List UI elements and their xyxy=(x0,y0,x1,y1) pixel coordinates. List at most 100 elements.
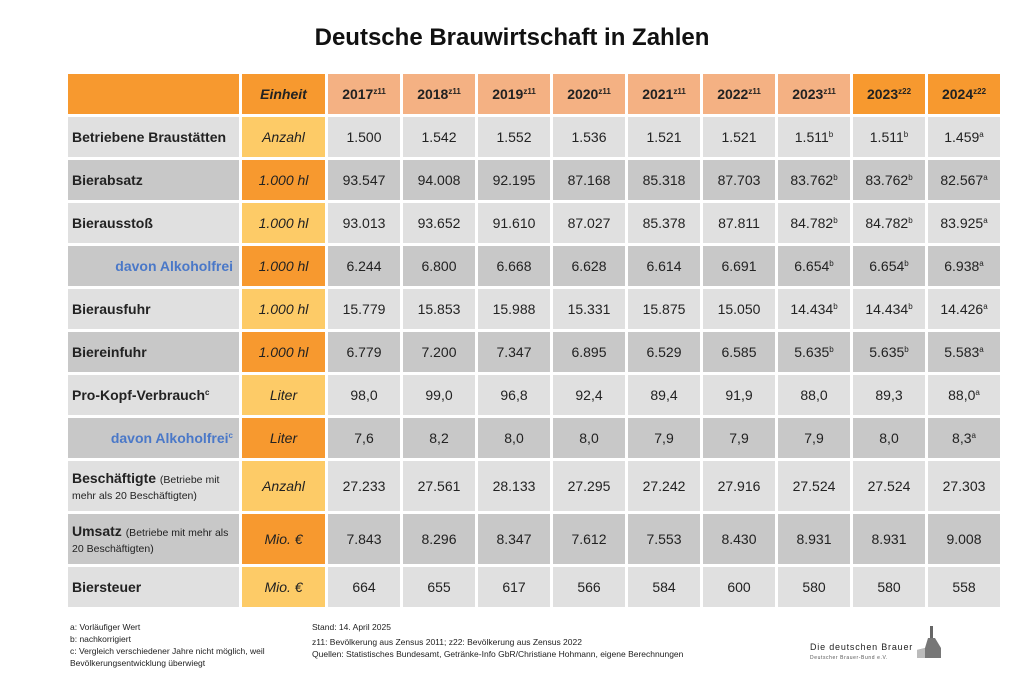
value: 1.542 xyxy=(421,129,457,145)
value-cell: 93.547 xyxy=(328,160,400,200)
value-cell: 580 xyxy=(778,567,850,607)
value-cell: 27.524 xyxy=(778,461,850,511)
footnote-marker: b xyxy=(908,216,913,225)
value: 664 xyxy=(352,579,376,595)
year-label: 2023 xyxy=(866,86,899,102)
row-label: Bierabsatz xyxy=(68,160,239,200)
value-cell: 96,8 xyxy=(478,375,550,415)
table-row: Umsatz (Betriebe mit mehr als 20 Beschäf… xyxy=(68,514,1000,564)
row-label-note: (Betriebe mit mehr als 20 Beschäftigten) xyxy=(72,527,229,555)
value: 5.583 xyxy=(944,344,980,360)
value: 27.295 xyxy=(567,478,611,494)
value: 7,9 xyxy=(729,430,749,446)
footnote-marker: b xyxy=(904,259,909,268)
value-cell: 88,0 xyxy=(778,375,850,415)
header-year: 2023z22 xyxy=(853,74,925,114)
row-unit: Liter xyxy=(242,418,325,458)
row-unit: Mio. € xyxy=(242,567,325,607)
value-cell: 7.843 xyxy=(328,514,400,564)
year-census-marker: z22 xyxy=(898,87,912,96)
value: 6.585 xyxy=(721,344,757,360)
year-label: 2023 xyxy=(792,86,824,102)
table-row: Betriebene Braustätten Anzahl 1.500 1.542 1.… xyxy=(68,117,1000,157)
year-census-marker: z11 xyxy=(823,87,836,96)
table-row: Pro-Kopf-Verbrauchc Liter 98,0 99,0 96,8 92,4… xyxy=(68,375,1000,415)
value-cell: 5.635b xyxy=(778,332,850,372)
value-cell: 580 xyxy=(853,567,925,607)
value: 8,0 xyxy=(579,430,599,446)
row-label: Bierausfuhr xyxy=(68,289,239,329)
year-census-marker: z11 xyxy=(448,87,461,96)
row-label: Biersteuer xyxy=(68,567,239,607)
row-label: Pro-Kopf-Verbrauchc xyxy=(68,375,239,415)
value-cell: 7,6 xyxy=(328,418,400,458)
value-cell: 91.610 xyxy=(478,203,550,243)
value-cell: 27.524 xyxy=(853,461,925,511)
value-cell: 6.585 xyxy=(703,332,775,372)
zensus-note: z11: Bevölkerung aus Zensus 2011; z22: B… xyxy=(312,637,582,647)
value-cell: 8.931 xyxy=(778,514,850,564)
footnote-marker: a xyxy=(983,302,988,311)
value: 87.168 xyxy=(567,172,611,188)
row-unit: 1.000 hl xyxy=(242,246,325,286)
footnotes-left: a: Vorläufiger Wert b: nachkorrigiert c:… xyxy=(70,621,300,669)
value: 584 xyxy=(652,579,676,595)
value-cell: 6.668 xyxy=(478,246,550,286)
value-cell: 27.242 xyxy=(628,461,700,511)
value: 9.008 xyxy=(946,531,982,547)
value-cell: 1.511b xyxy=(778,117,850,157)
value: 6.529 xyxy=(646,344,682,360)
value-cell: 7.612 xyxy=(553,514,625,564)
value: 15.779 xyxy=(342,301,386,317)
footnotes-right: Stand: 14. April 2025 z11: Bevölkerung a… xyxy=(312,621,752,660)
value: 93.652 xyxy=(417,215,461,231)
value: 600 xyxy=(727,579,751,595)
year-census-marker: z22 xyxy=(973,87,987,96)
year-label: 2019 xyxy=(492,86,524,102)
row-label: Biereinfuhr xyxy=(68,332,239,372)
value-cell: 6.654b xyxy=(853,246,925,286)
value: 98,0 xyxy=(350,387,378,403)
value: 92,4 xyxy=(575,387,603,403)
value-cell: 6.895 xyxy=(553,332,625,372)
value: 87.811 xyxy=(718,215,760,231)
logo: Die deutschen Brauer Deutscher Brauer-Bu… xyxy=(810,626,950,662)
value-cell: 584 xyxy=(628,567,700,607)
value: 92.195 xyxy=(492,172,536,188)
row-label-text: Bierausfuhr xyxy=(72,301,151,317)
value-cell: 84.782b xyxy=(853,203,925,243)
row-label-text: Pro-Kopf-Verbrauch xyxy=(72,387,206,403)
value: 7,9 xyxy=(654,430,674,446)
value-cell: 1.459a xyxy=(928,117,1000,157)
value: 1.521 xyxy=(721,129,757,145)
value: 7.200 xyxy=(421,344,457,360)
footnote-marker: b xyxy=(833,216,838,225)
value: 84.782 xyxy=(790,215,834,231)
value: 1.521 xyxy=(646,129,682,145)
value: 6.779 xyxy=(346,344,382,360)
value: 1.511 xyxy=(869,129,904,145)
year-label: 2022 xyxy=(717,86,749,102)
value: 89,4 xyxy=(650,387,678,403)
sources: Quellen: Statistisches Bundesamt, Geträn… xyxy=(312,649,684,659)
value: 99,0 xyxy=(425,387,453,403)
page-title: Deutsche Brauwirtschaft in Zahlen xyxy=(314,24,710,51)
year-census-marker: z11 xyxy=(523,87,536,96)
value: 27.524 xyxy=(867,478,911,494)
value: 87.027 xyxy=(567,215,611,231)
table-row: Bierausstoß 1.000 hl 93.013 93.652 91.610 87.… xyxy=(68,203,1000,243)
header-year: 2020z11 xyxy=(553,74,625,114)
value-cell: 92.195 xyxy=(478,160,550,200)
header-year: 2017z11 xyxy=(328,74,400,114)
footnote-marker: b xyxy=(908,302,913,311)
value: 1.459 xyxy=(944,129,980,145)
value-cell: 85.378 xyxy=(628,203,700,243)
value-cell: 8,2 xyxy=(403,418,475,458)
value-cell: 6.244 xyxy=(328,246,400,286)
value-cell: 83.762b xyxy=(853,160,925,200)
value-cell: 27.295 xyxy=(553,461,625,511)
row-unit: 1.000 hl xyxy=(242,160,325,200)
value-cell: 15.050 xyxy=(703,289,775,329)
value-cell: 617 xyxy=(478,567,550,607)
